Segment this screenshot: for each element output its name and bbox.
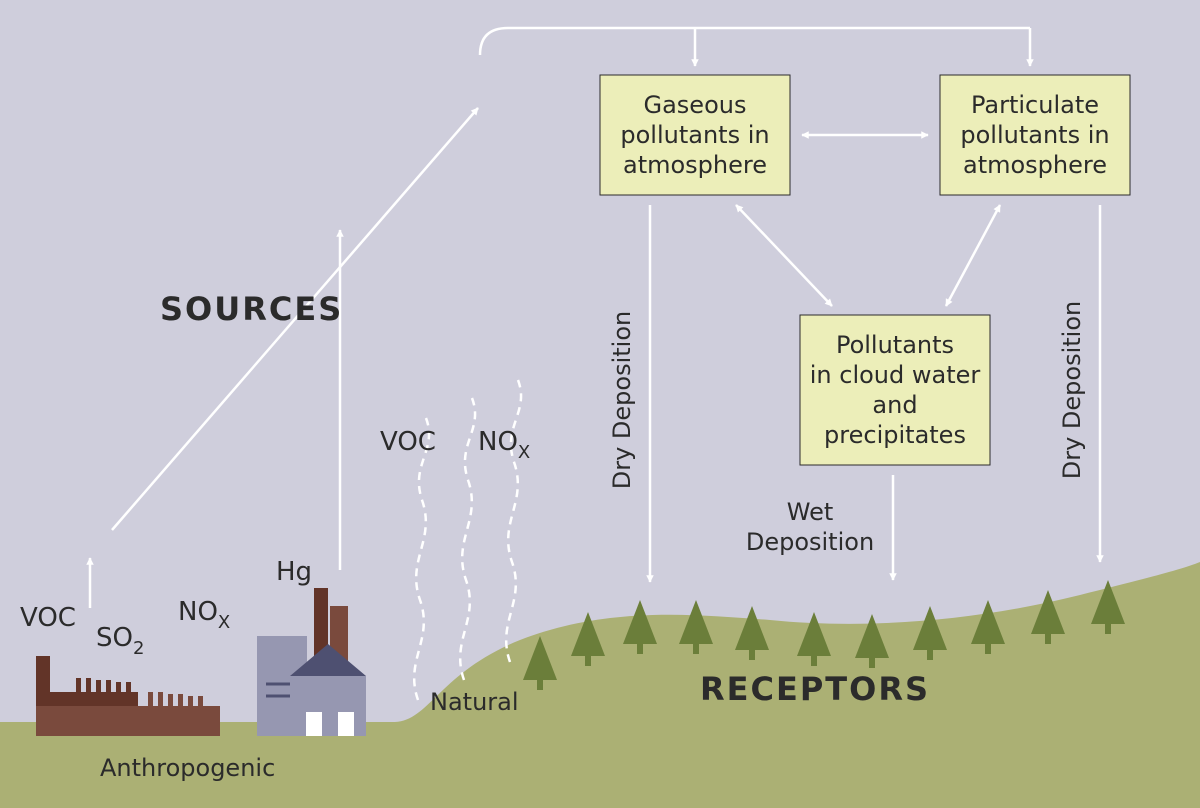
label-receptors: RECEPTORS: [700, 670, 930, 708]
node-gaseous-text2: pollutants in: [620, 121, 769, 149]
node-cloud-text4: precipitates: [824, 421, 966, 449]
node-particulate-text3: atmosphere: [963, 151, 1107, 179]
label-dry-right: Dry Deposition: [1058, 301, 1086, 480]
label-sources: SOURCES: [160, 290, 343, 328]
chem-voc2: VOC: [380, 427, 436, 457]
label-wet-1: Wet: [787, 498, 834, 526]
node-gaseous-text3: atmosphere: [623, 151, 767, 179]
node-cloud-text3: and: [872, 391, 917, 419]
node-cloud-text2: in cloud water: [810, 361, 981, 389]
chem-voc: VOC: [20, 603, 76, 633]
label-dry-left: Dry Deposition: [608, 311, 636, 490]
node-cloud-text1: Pollutants: [836, 331, 954, 359]
node-gaseous-text1: Gaseous: [644, 91, 747, 119]
node-particulate-text1: Particulate: [971, 91, 1099, 119]
label-wet-2: Deposition: [746, 528, 874, 556]
label-natural: Natural: [430, 688, 519, 716]
diagram-canvas: Gaseous pollutants in atmosphere Particu…: [0, 0, 1200, 808]
label-anthropogenic: Anthropogenic: [100, 754, 275, 782]
node-particulate-text2: pollutants in: [960, 121, 1109, 149]
chem-hg: Hg: [276, 557, 312, 587]
